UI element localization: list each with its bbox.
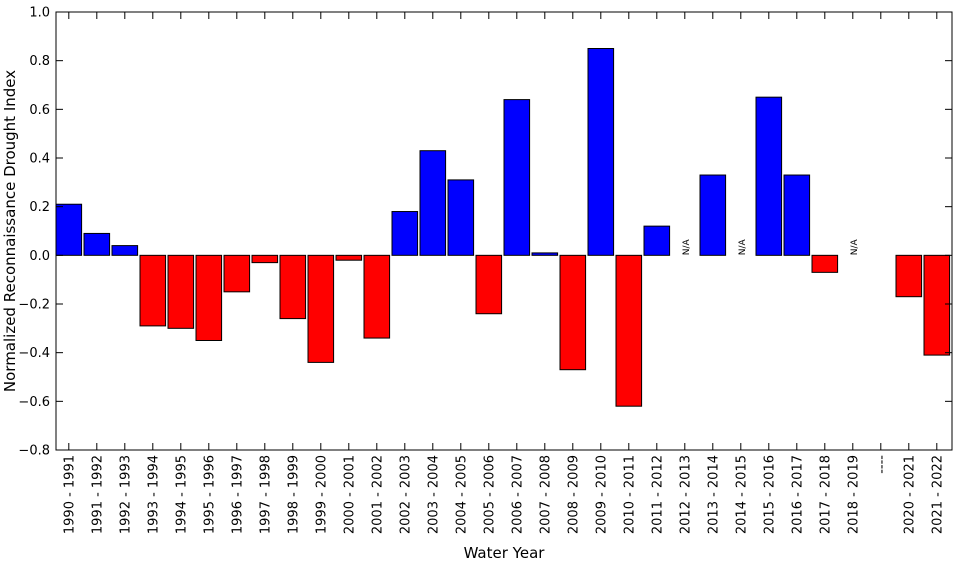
y-tick-label: −0.8 — [18, 444, 50, 459]
x-tick-label: 2001 - 2002 — [370, 455, 385, 534]
x-axis-title: Water Year — [464, 544, 546, 562]
x-tick-label: 2012 - 2013 — [678, 455, 693, 534]
x-tick-label: 2020 - 2021 — [902, 455, 917, 534]
x-tick-label: 1990 - 1991 — [62, 455, 77, 534]
x-tick-label: 1991 - 1992 — [90, 455, 105, 534]
y-tick-label: −0.2 — [18, 298, 50, 313]
x-tick-label: 2017 - 2018 — [818, 455, 833, 534]
bar — [363, 254, 391, 339]
plot-frame — [55, 11, 953, 451]
bar — [699, 174, 727, 256]
x-tick-label: 1992 - 1993 — [118, 455, 133, 534]
bar — [195, 254, 223, 341]
x-tick-label: 2000 - 2001 — [342, 455, 357, 534]
x-tick-label: 1997 - 1998 — [258, 455, 273, 534]
bar — [83, 232, 111, 256]
bar — [111, 245, 139, 256]
bar — [755, 96, 783, 256]
bar — [783, 174, 811, 256]
bar — [167, 254, 195, 329]
bar — [251, 254, 279, 264]
x-tick-label: 2007 - 2008 — [538, 455, 553, 534]
bar — [279, 254, 307, 320]
bar — [895, 254, 923, 298]
x-tick-label: 1996 - 1997 — [230, 455, 245, 534]
y-tick-label: 0.6 — [29, 103, 50, 118]
bar — [503, 99, 531, 256]
y-tick-label: 0.0 — [29, 249, 50, 264]
x-tick-label: 1999 - 2000 — [314, 455, 329, 534]
y-tick-label: −0.4 — [18, 346, 50, 361]
bar — [587, 48, 615, 256]
x-tick-label: 1998 - 1999 — [286, 455, 301, 534]
x-tick-label: 2003 - 2004 — [426, 455, 441, 534]
x-tick-label: 2014 - 2015 — [734, 455, 749, 534]
x-axis-ticks: 1990 - 1991 1991 - 1992 1992 - 1993 1993 - … — [62, 12, 945, 534]
missing-value-label: N/A — [850, 239, 860, 256]
missing-value-label: N/A — [682, 239, 692, 256]
y-tick-label: 0.8 — [29, 54, 50, 69]
x-tick-label: 1995 - 1996 — [202, 455, 217, 534]
x-tick-label: 2006 - 2007 — [510, 455, 525, 534]
x-tick-label: 2016 - 2017 — [790, 455, 805, 534]
bar — [531, 252, 559, 256]
bar — [923, 254, 951, 356]
bars-layer — [55, 48, 951, 407]
bar — [811, 254, 839, 273]
bar — [447, 179, 475, 256]
x-tick-label: 2018 - 2019 — [846, 455, 861, 534]
x-tick-label: 1993 - 1994 — [146, 455, 161, 534]
x-tick-label: 2008 - 2009 — [566, 455, 581, 534]
bar — [643, 225, 671, 256]
x-tick-label: 2013 - 2014 — [706, 455, 721, 534]
x-tick-label: 2021 - 2022 — [930, 455, 945, 534]
x-tick-label: 1994 - 1995 — [174, 455, 189, 534]
x-tick-label: 2009 - 2010 — [594, 455, 609, 534]
bar — [307, 254, 335, 363]
bar — [223, 254, 251, 293]
y-axis-title: Normalized Reconnaissance Drought Index — [1, 70, 19, 392]
y-tick-label: 1.0 — [29, 6, 50, 21]
bar — [559, 254, 587, 371]
x-tick-label: 2011 - 2012 — [650, 455, 665, 534]
y-tick-label: −0.6 — [18, 395, 50, 410]
missing-value-label: N/A — [738, 239, 748, 256]
x-tick-label: 2004 - 2005 — [454, 455, 469, 534]
x-tick-label: 2002 - 2003 — [398, 455, 413, 534]
bar — [475, 254, 503, 315]
y-tick-label: 0.4 — [29, 152, 50, 167]
bar — [419, 150, 447, 256]
bar — [139, 254, 167, 327]
bar — [335, 254, 363, 261]
x-tick-label: 2005 - 2006 — [482, 455, 497, 534]
bar — [391, 211, 419, 256]
bar — [55, 203, 83, 256]
na-labels-layer: N/A N/A N/A — [682, 239, 860, 256]
y-tick-label: 0.2 — [29, 200, 50, 215]
y-axis-ticks: −0.8 −0.6 −0.4 −0.2 0.0 0.2 0.4 0.6 0.8 1.0 — [18, 6, 952, 459]
x-tick-label: 2010 - 2011 — [622, 455, 637, 534]
bar — [615, 254, 643, 407]
x-tick-label: 2015 - 2016 — [762, 455, 777, 534]
x-tick-label: ---- — [874, 455, 889, 474]
